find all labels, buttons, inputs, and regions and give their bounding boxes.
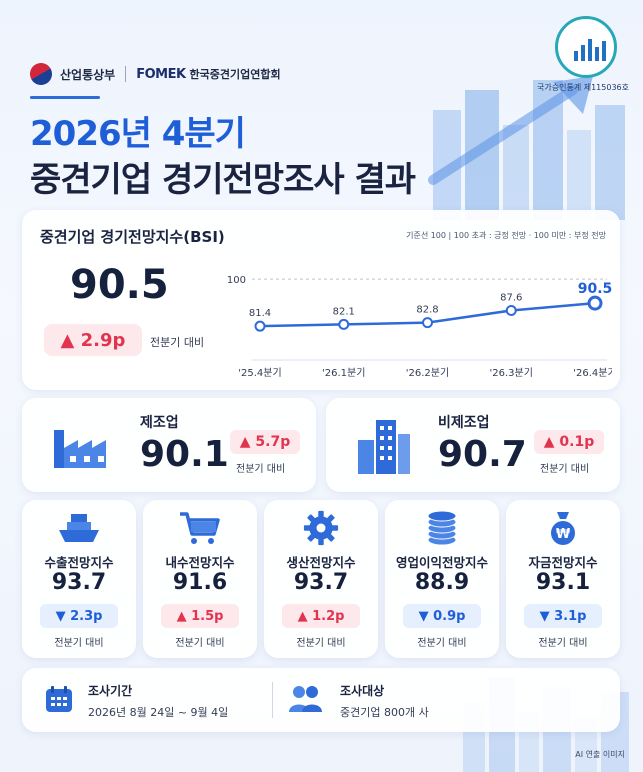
cart-icon [180, 512, 220, 544]
data-label: 81.4 [249, 308, 271, 319]
index-delta-note: 전분기 대비 [296, 638, 346, 649]
page-title-quarter: 2026년 4분기 [30, 114, 246, 154]
index-delta-badge: ▼ 3.1p [524, 604, 602, 628]
bsi-title: 중견기업 경기전망지수(BSI) [40, 228, 225, 246]
index-card-export: 수출전망지수 93.7 ▼ 2.3p 전분기 대비 [22, 500, 136, 658]
x-tick-label: '25.4분기 [238, 367, 281, 379]
header-logos: 산업통상부 FOMEK 한국중견기업연합회 [25, 58, 281, 90]
sector-name: 비제조업 [438, 415, 490, 431]
government-emblem-icon [25, 58, 57, 90]
sector-value: 90.7 [438, 434, 527, 475]
building-icon [358, 420, 410, 474]
sector-delta-badge: ▲ 0.1p [534, 430, 604, 454]
bsi-delta-note: 전분기 대비 [150, 336, 205, 349]
sector-name: 제조업 [140, 415, 179, 431]
ship-icon [59, 514, 99, 542]
index-name: 생산전망지수 [286, 555, 356, 570]
association-name: 한국중견기업연합회 [189, 68, 281, 81]
index-card-funding: ₩ 자금전망지수 93.1 ▼ 3.1p 전분기 대비 [506, 500, 620, 658]
data-label: 90.5 [578, 281, 612, 297]
index-delta-badge: ▲ 1.2p [282, 604, 360, 628]
bsi-point [422, 317, 433, 329]
index-delta-note: 전분기 대비 [54, 638, 104, 649]
bsi-point [338, 318, 350, 330]
sector-delta-note: 전분기 대비 [540, 464, 590, 475]
index-delta-note: 전분기 대비 [538, 638, 588, 649]
data-label: 82.8 [416, 305, 438, 316]
x-tick-label: '26.4분기 [573, 367, 612, 379]
index-name: 자금전망지수 [528, 555, 598, 570]
title-accent-line [30, 96, 100, 99]
index-name: 수출전망지수 [44, 555, 114, 570]
index-delta-badge: ▼ 0.9p [403, 604, 481, 628]
growth-arrow-icon [428, 76, 593, 185]
index-card-production: 생산전망지수 93.7 ▲ 1.2p 전분기 대비 [264, 500, 378, 658]
ministry-name: 산업통상부 [60, 67, 116, 82]
svg-text:₩: ₩ [556, 527, 571, 542]
bsi-delta-badge: ▲ 2.9p [44, 324, 142, 356]
sector-value: 90.1 [140, 434, 229, 475]
people-icon [289, 686, 322, 712]
bsi-point [254, 320, 266, 332]
bsi-card: 중견기업 경기전망지수(BSI) 기준선 100 | 100 초과 : 긍정 전… [22, 210, 620, 390]
index-card-domestic: 내수전망지수 91.6 ▲ 1.5p 전분기 대비 [143, 500, 257, 658]
sector-delta-badge: ▲ 5.7p [230, 430, 300, 454]
logo-divider [125, 66, 127, 82]
footer-divider [272, 682, 273, 718]
sector-card-nonmanufacturing: 비제조업 90.7 ▲ 0.1p 전분기 대비 [326, 398, 620, 492]
index-delta-badge: ▼ 2.3p [40, 604, 118, 628]
sector-card-manufacturing: 제조업 90.1 ▲ 5.7p 전분기 대비 [22, 398, 316, 492]
survey-target-label: 조사대상 [340, 684, 385, 698]
survey-period-label: 조사기간 [88, 684, 133, 698]
bsi-point [505, 304, 517, 316]
calendar-icon [46, 686, 72, 712]
data-label: 82.1 [333, 306, 355, 317]
bsi-point [587, 295, 603, 311]
index-delta-note: 전분기 대비 [417, 638, 467, 649]
ai-image-note: AI 연출 이미지 [575, 750, 625, 759]
stat-approval-number: 국가승인통계 제115036호 [537, 83, 629, 92]
money-bag-icon: ₩ [551, 512, 575, 545]
index-card-operating-profit: 영업이익전망지수 88.9 ▼ 0.9p 전분기 대비 [385, 500, 499, 658]
index-name: 내수전망지수 [165, 555, 235, 570]
bsi-current-value: 90.5 [70, 262, 169, 308]
reference-label: 100 [227, 275, 246, 286]
factory-icon [54, 430, 106, 468]
national-statistics-seal-icon [555, 16, 617, 78]
page-title: 중견기업 경기전망조사 결과 [30, 160, 416, 200]
survey-target-value: 중견기업 800개 사 [340, 706, 429, 719]
baseline-legend: 기준선 100 | 100 초과 : 긍정 전망 · 100 미만 : 부정 전… [406, 231, 606, 240]
x-tick-label: '26.3분기 [490, 367, 533, 379]
fomek-logo: FOMEK [136, 66, 186, 82]
sector-delta-note: 전분기 대비 [236, 464, 286, 475]
coins-icon [427, 510, 457, 546]
data-label: 87.6 [500, 292, 522, 303]
index-value: 93.7 [51, 570, 107, 595]
index-value: 93.1 [535, 570, 591, 595]
gear-icon [303, 510, 339, 546]
survey-period-value: 2026년 8월 24일 ~ 9월 4일 [88, 706, 229, 719]
bsi-line-chart: 100 81.4 '25.4분기 82.1 '26.1분기 82.8 '26.2분기 87.6… [227, 275, 612, 379]
index-value: 93.7 [293, 570, 349, 595]
x-tick-label: '26.2분기 [406, 367, 449, 379]
index-name: 영업이익전망지수 [395, 555, 488, 570]
x-tick-label: '26.1분기 [322, 367, 365, 379]
index-value: 91.6 [172, 570, 228, 595]
survey-info-card: 조사기간 2026년 8월 24일 ~ 9월 4일 조사대상 중견기업 800개… [22, 668, 620, 732]
index-value: 88.9 [414, 570, 470, 595]
index-delta-badge: ▲ 1.5p [161, 604, 239, 628]
index-delta-note: 전분기 대비 [175, 638, 225, 649]
